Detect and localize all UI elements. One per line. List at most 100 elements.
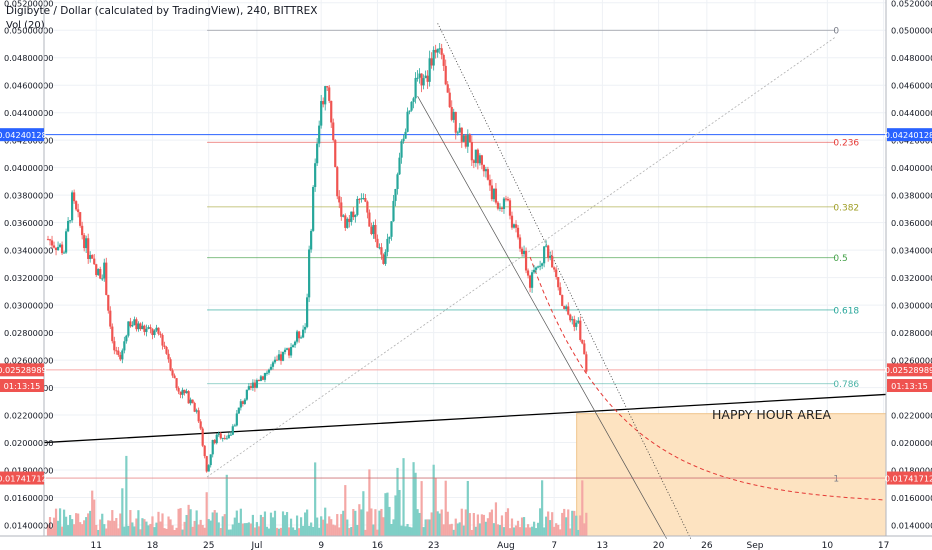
candle-body: [508, 200, 512, 216]
volume-bar: [434, 478, 437, 536]
volume-bar: [175, 527, 178, 536]
volume-bar: [269, 512, 273, 536]
price-tag-right: [887, 363, 932, 377]
candle-body: [565, 306, 568, 309]
x-tick-label: 9: [318, 541, 324, 550]
candle-body: [145, 328, 148, 332]
volume-bar: [356, 525, 359, 536]
candle-body: [167, 353, 170, 360]
volume-bar: [376, 529, 379, 536]
volume-indicator-label: Vol (20): [6, 20, 45, 31]
volume-bar: [498, 525, 502, 536]
candle-body: [482, 164, 485, 172]
y-tick-label-right: 0.02000000: [891, 438, 932, 448]
volume-bar: [460, 508, 463, 536]
candle-body: [235, 413, 238, 426]
candle-body: [460, 127, 463, 142]
volume-bar: [141, 518, 144, 536]
volume-bar: [249, 523, 252, 536]
volume-bar: [161, 513, 164, 536]
volume-bar: [342, 510, 345, 536]
happy-hour-zone: [576, 413, 887, 537]
volume-bar: [99, 519, 102, 536]
y-tick-label-left: 0.04800000: [4, 53, 54, 63]
candle-body: [213, 439, 216, 444]
volume-bar: [115, 518, 118, 536]
volume-bar: [348, 528, 351, 536]
y-tick-label-right: 0.03000000: [891, 301, 932, 311]
candle-body: [85, 238, 88, 249]
candle-body: [414, 78, 417, 99]
candle-body: [382, 254, 385, 264]
candle-body: [450, 107, 453, 120]
candle-body: [304, 326, 307, 330]
candle-body: [322, 101, 325, 105]
candle-body: [528, 275, 532, 288]
candle-body: [364, 198, 367, 202]
candle-body: [241, 401, 244, 404]
x-tick-label: 25: [203, 541, 214, 550]
candle-body: [111, 326, 114, 342]
candle-body: [418, 73, 421, 78]
candle-body: [195, 410, 198, 412]
volume-bar: [472, 513, 475, 536]
volume-bar: [382, 517, 385, 536]
candle-body: [60, 244, 64, 254]
y-tick-label-right: 0.04600000: [891, 81, 932, 91]
candle-body: [476, 149, 479, 164]
volume-bar: [169, 519, 172, 536]
volume-bar: [577, 529, 580, 536]
volume-bar: [167, 516, 170, 536]
candle-body: [577, 320, 580, 323]
candle-body: [71, 192, 74, 221]
volume-bar: [368, 469, 371, 536]
volume-bar: [549, 520, 552, 536]
volume-bar: [565, 517, 568, 536]
candle-body: [141, 325, 144, 330]
y-tick-label-left: 0.04400000: [4, 108, 54, 118]
candle-body: [56, 246, 60, 250]
volume-bar: [454, 518, 457, 536]
candle-body: [446, 84, 449, 93]
volume-bar: [510, 518, 514, 536]
volume-bar: [516, 520, 520, 536]
candle-body: [551, 255, 554, 268]
candle-body: [239, 401, 242, 408]
volume-bar: [73, 524, 76, 536]
fib-level-label: 0.618: [833, 306, 859, 316]
candle-body: [87, 238, 90, 259]
volume-bar: [157, 511, 160, 536]
candle-body: [496, 202, 500, 209]
volume-bar: [259, 514, 263, 536]
volume-bar: [563, 508, 566, 536]
volume-bar: [350, 526, 353, 536]
volume-bar: [52, 517, 56, 536]
candle-body: [388, 236, 391, 239]
candle-body: [488, 179, 492, 186]
y-tick-label-right: 0.03200000: [891, 273, 932, 283]
volume-bar: [199, 519, 202, 536]
volume-bar: [474, 526, 477, 536]
volume-bar: [561, 512, 564, 536]
volume-bar: [173, 529, 176, 536]
volume-bar: [205, 492, 208, 536]
y-tick-label-left: 0.03000000: [4, 301, 54, 311]
volume-bar: [277, 528, 281, 536]
candle-body: [362, 198, 365, 200]
volume-bar: [181, 529, 184, 536]
price-tag-left: [0, 471, 44, 485]
volume-bar: [575, 515, 578, 536]
candle-body: [257, 380, 261, 382]
volume-bar: [524, 527, 528, 536]
volume-bar: [422, 527, 425, 536]
volume-bar: [468, 513, 471, 536]
candle-body: [555, 269, 558, 277]
volume-bar: [107, 520, 110, 536]
candle-body: [227, 434, 230, 439]
volume-bar: [81, 524, 84, 536]
volume-bar: [87, 513, 90, 536]
volume-bar: [299, 517, 303, 536]
candle-body: [121, 350, 124, 360]
